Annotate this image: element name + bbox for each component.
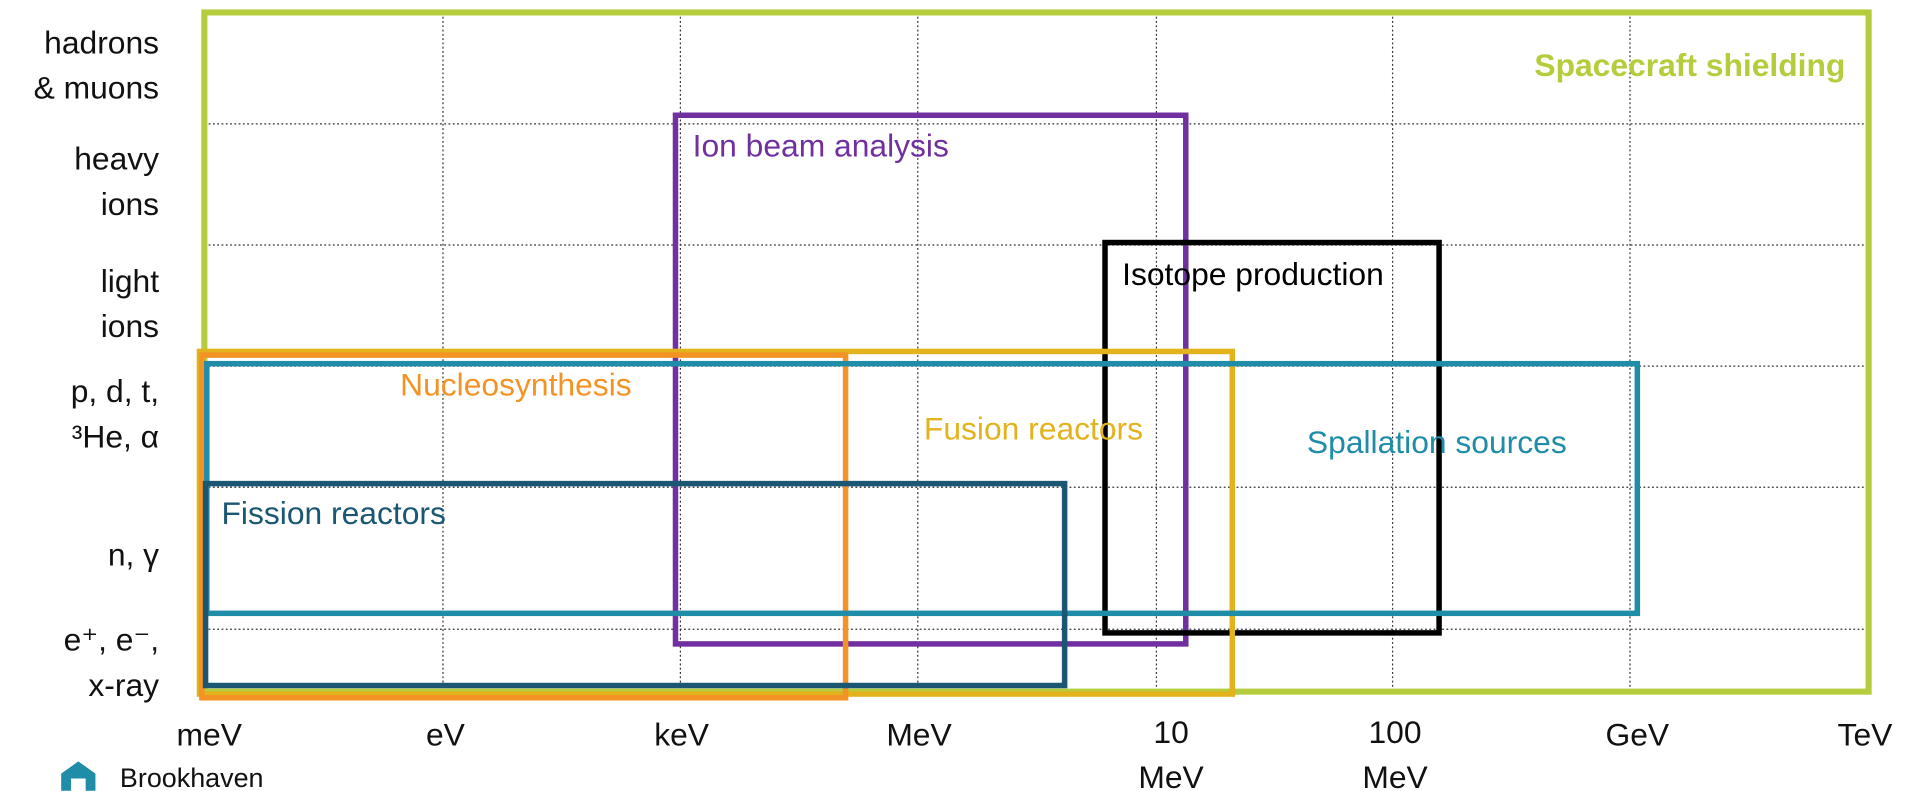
logo-icon [61,761,96,791]
row-label: light [101,263,159,299]
row-label: ions [101,308,159,344]
row-label: e⁺, e⁻, [64,621,159,657]
region-label: Fusion reactors [924,410,1143,446]
logo: Brookhaven [61,761,264,791]
row-label: n, γ [108,536,159,572]
row-label: ions [101,186,159,222]
column-label: keV [654,716,710,752]
row-label: hadrons [44,24,159,60]
row-label: p, d, t, [71,373,159,409]
row-label: x-ray [88,667,159,703]
region-label: Spacecraft shielding [1534,47,1845,83]
row-label: & muons [34,70,159,106]
logo-text: Brookhaven [120,763,264,791]
column-label: GeV [1606,716,1670,752]
region-label: Fission reactors [221,495,445,531]
region-label: Spallation sources [1307,424,1567,460]
column-label: eV [426,716,466,752]
column-label: MeV [1138,759,1204,791]
column-label: TeV [1838,716,1894,752]
region-label: Isotope production [1122,256,1384,292]
region-label: Nucleosynthesis [400,366,632,402]
column-label: 10 [1153,714,1188,750]
row-label: ³He, α [72,418,159,454]
region-box [202,480,1068,689]
region-box [199,352,849,701]
column-label: MeV [886,716,952,752]
region-label: Ion beam analysis [693,128,949,164]
region-box [672,112,1189,647]
column-label: meV [177,716,243,752]
row-label: heavy [74,141,159,177]
region-box [1102,239,1442,636]
column-label: MeV [1362,759,1428,791]
column-label: 100 [1369,714,1422,750]
